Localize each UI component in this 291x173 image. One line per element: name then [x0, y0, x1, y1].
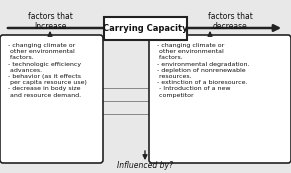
Text: factors that
Increase: factors that Increase [28, 12, 72, 31]
Text: Influenced by?: Influenced by? [117, 161, 173, 170]
Text: - changing climate or
 other environmental
 factors.
- technologic efficiency
 a: - changing climate or other environmenta… [8, 43, 87, 98]
Text: - changing climate or
 other environmental
 factors.
- environmental degradation: - changing climate or other environmenta… [157, 43, 249, 98]
FancyBboxPatch shape [149, 35, 291, 163]
Text: factors that
decrease: factors that decrease [207, 12, 252, 31]
Text: Carrying Capacity: Carrying Capacity [103, 24, 188, 33]
FancyBboxPatch shape [0, 35, 103, 163]
FancyBboxPatch shape [104, 17, 187, 40]
